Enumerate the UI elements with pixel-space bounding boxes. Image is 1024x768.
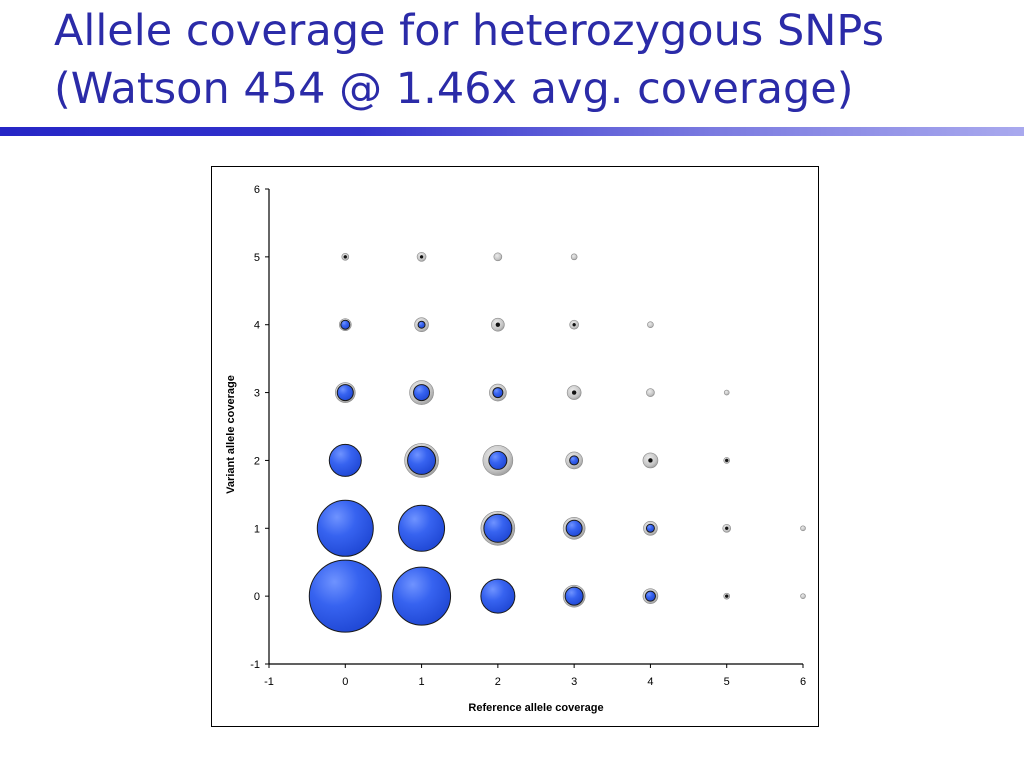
halo-bubble-2-5 <box>493 252 503 262</box>
bubble-0-4 <box>340 319 351 330</box>
y-tick-label: 2 <box>254 455 260 467</box>
bubble-2-2 <box>488 450 508 470</box>
halo-bubble-6-0 <box>800 593 806 599</box>
chart-frame: -1 0 1 2 3 4 5 6 -1 0 1 2 3 4 5 6 Reference allele cover… <box>211 166 819 727</box>
y-tick-label: 3 <box>254 388 260 400</box>
halo-bubble-3-5 <box>570 253 578 261</box>
title-divider <box>0 127 1024 136</box>
x-axis-title: Reference allele coverage <box>468 702 603 714</box>
x-tick-label: -1 <box>264 676 274 688</box>
bubble-5-0 <box>724 594 729 598</box>
bubble-2-1 <box>483 513 513 543</box>
bubble-0-2 <box>328 443 362 477</box>
bubble-4-1 <box>645 523 655 533</box>
bubble-0-1 <box>316 499 374 557</box>
halo-bubble-4-3 <box>646 388 655 397</box>
slide-title-line-2: (Watson 454 @ 1.46x avg. coverage) <box>54 64 854 114</box>
bubble-1-3 <box>413 384 431 402</box>
y-tick-label: 0 <box>254 591 260 603</box>
halo-bubble-4-4 <box>647 321 654 329</box>
x-tick-label: 4 <box>647 676 653 688</box>
slide-title-line-1: Allele coverage for heterozygous SNPs <box>54 6 884 56</box>
bubble-0-0 <box>308 559 382 633</box>
bubble-3-2 <box>569 455 580 466</box>
halo-bubble-5-3 <box>723 389 730 396</box>
y-axis-title: Variant allele coverage <box>225 375 237 494</box>
halo-layer <box>334 252 806 608</box>
bubble-2-0 <box>480 578 516 614</box>
bubble-5-1 <box>724 526 729 531</box>
x-tick-label: 6 <box>800 676 806 688</box>
bubble-1-1 <box>398 504 446 552</box>
bubble-4-2 <box>648 458 653 463</box>
bubble-0-3 <box>336 384 354 402</box>
bubble-5-2 <box>724 458 729 463</box>
bubble-1-4 <box>417 320 426 329</box>
bubble-3-4 <box>572 322 576 327</box>
bubble-3-0 <box>564 586 584 606</box>
bubble-1-5 <box>419 255 424 259</box>
x-tick-label: 3 <box>571 676 577 688</box>
bubble-4-0 <box>644 590 656 602</box>
bubble-3-1 <box>565 519 583 537</box>
bubble-0-5 <box>343 255 348 259</box>
bubble-2-4 <box>495 322 501 327</box>
bubble-layer <box>308 255 729 633</box>
x-tick-label: 0 <box>342 676 348 688</box>
y-tick-label: -1 <box>250 659 260 671</box>
x-tick-label: 1 <box>419 676 425 688</box>
slide-title: Allele coverage for heterozygous SNPs (W… <box>54 2 1014 118</box>
y-tick-label: 5 <box>254 252 260 264</box>
halo-bubble-6-1 <box>800 525 806 532</box>
bubble-1-0 <box>392 566 452 626</box>
x-tick-label: 2 <box>495 676 501 688</box>
x-tick-label: 5 <box>724 676 730 688</box>
bubble-1-2 <box>407 445 437 475</box>
y-tick-label: 6 <box>254 184 260 196</box>
bubble-chart: -1 0 1 2 3 4 5 6 -1 0 1 2 3 4 5 6 Reference allele cover… <box>225 184 806 714</box>
bubble-2-3 <box>492 387 504 399</box>
bubble-3-3 <box>571 390 577 395</box>
y-tick-label: 1 <box>254 523 260 535</box>
y-tick-label: 4 <box>254 320 260 332</box>
axes: -1 0 1 2 3 4 5 6 -1 0 1 2 3 4 5 6 Reference allele cover… <box>225 184 806 714</box>
